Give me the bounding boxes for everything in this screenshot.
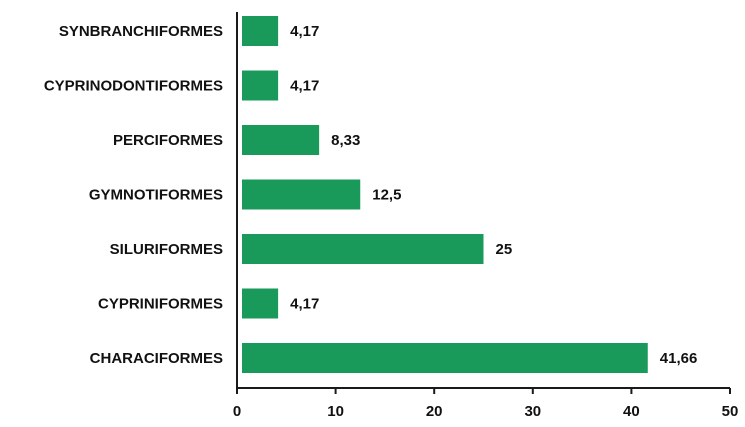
value-label-gymnotiformes: 12,5 bbox=[372, 187, 401, 204]
value-label-characiformes: 41,66 bbox=[660, 350, 698, 367]
x-ticks-layer: 0 10 20 30 40 50 bbox=[233, 388, 739, 420]
x-tick-label-40: 40 bbox=[623, 403, 640, 420]
bar-perciformes bbox=[242, 125, 320, 155]
x-tick-label-50: 50 bbox=[722, 403, 739, 420]
category-label-characiformes: CHARACIFORMES bbox=[90, 350, 223, 367]
category-label-perciformes: PERCIFORMES bbox=[113, 132, 223, 149]
category-label-cyprinodontiformes: CYPRINODONTIFORMES bbox=[44, 78, 223, 95]
value-label-cypriniformes: 4,17 bbox=[290, 296, 319, 313]
bar-siluriformes bbox=[242, 234, 484, 264]
labels-layer: SYNBRANCHIFORMES 4,17 CYPRINODONTIFORMES 4,… bbox=[44, 23, 698, 367]
bar-gymnotiformes bbox=[242, 179, 361, 210]
value-label-perciformes: 8,33 bbox=[331, 132, 360, 149]
bar-synbranchiformes bbox=[242, 16, 279, 46]
x-tick-label-20: 20 bbox=[426, 403, 443, 420]
value-label-cyprinodontiformes: 4,17 bbox=[290, 78, 319, 95]
category-label-synbranchiformes: SYNBRANCHIFORMES bbox=[59, 23, 223, 40]
value-label-synbranchiformes: 4,17 bbox=[290, 23, 319, 40]
category-label-siluriformes: SILURIFORMES bbox=[110, 241, 223, 258]
bar-cyprinodontiformes bbox=[242, 70, 279, 101]
x-tick-label-30: 30 bbox=[524, 403, 541, 420]
category-label-cypriniformes: CYPRINIFORMES bbox=[98, 296, 223, 313]
bar-cypriniformes bbox=[242, 288, 279, 319]
bar-characiformes bbox=[242, 343, 648, 373]
x-tick-label-10: 10 bbox=[327, 403, 344, 420]
category-label-gymnotiformes: GYMNOTIFORMES bbox=[89, 187, 223, 204]
x-tick-label-0: 0 bbox=[233, 403, 241, 420]
value-label-siluriformes: 25 bbox=[496, 241, 513, 258]
bars-layer bbox=[242, 16, 648, 373]
